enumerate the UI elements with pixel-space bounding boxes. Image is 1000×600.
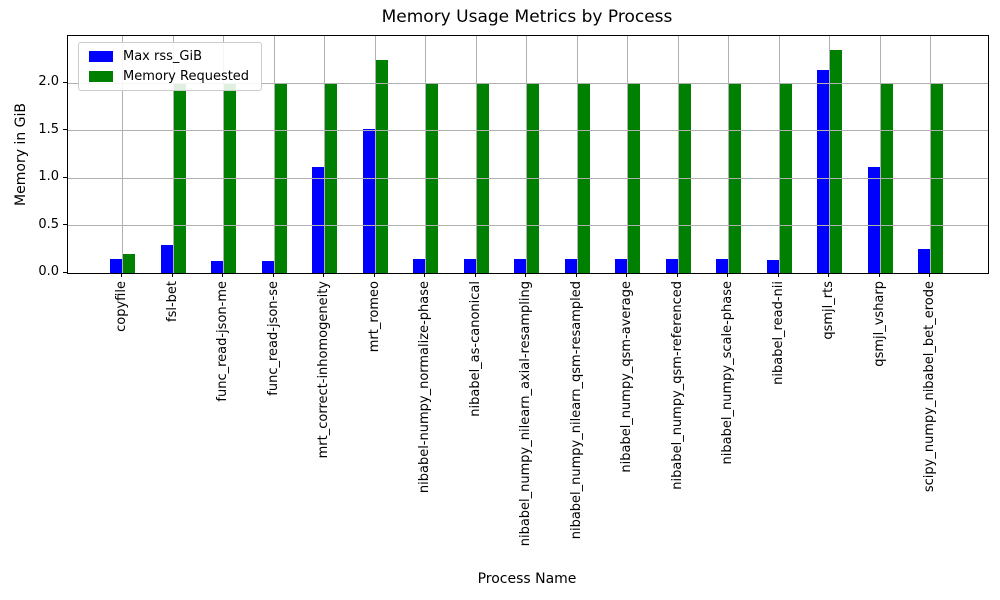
x-tick-label: nibabel_numpy_nilearn_qsm-resampled: [568, 281, 584, 540]
bar-max-rss-gib: [312, 166, 325, 273]
y-axis-label: Memory in GiB: [13, 103, 29, 206]
y-tick-mark: [63, 129, 67, 131]
bar-memory-requested: [375, 59, 388, 273]
grid-line-vertical: [879, 36, 881, 273]
bar-max-rss-gib: [160, 244, 174, 273]
bar-max-rss-gib: [211, 260, 224, 273]
grid-line-vertical: [627, 36, 629, 273]
legend: Max rss_GiB Memory Requested: [78, 42, 263, 91]
bar-max-rss-gib: [867, 166, 881, 273]
legend-label-memory-requested: Memory Requested: [123, 69, 250, 84]
grid-line-vertical: [223, 36, 225, 273]
bar-max-rss-gib: [261, 260, 275, 273]
x-tick-label: mrt_correct-inhomogeneity: [316, 281, 332, 459]
x-tick-label: copyfile: [114, 281, 130, 332]
x-tick-label: nibabel_as-canonical: [467, 281, 483, 417]
y-tick-label: 2.0: [38, 74, 59, 90]
x-tick-label: func_read-json-se: [265, 281, 281, 396]
bar-max-rss-gib: [918, 249, 931, 273]
x-tick-label: mrt_romeo: [366, 281, 382, 353]
legend-item-memory-requested: Memory Requested: [89, 69, 249, 84]
x-tick-mark: [171, 273, 173, 277]
y-tick-mark: [63, 81, 67, 83]
y-tick-label: 1.0: [38, 169, 59, 185]
grid-line-horizontal: [68, 177, 988, 179]
bar-max-rss-gib: [362, 128, 376, 273]
bar-memory-requested: [122, 254, 136, 273]
y-tick-label: 1.5: [38, 121, 59, 137]
grid-line-vertical: [324, 36, 326, 273]
grid-line-vertical: [728, 36, 730, 273]
x-tick-mark: [474, 273, 476, 277]
bar-max-rss-gib: [413, 258, 426, 273]
chart-title: Memory Usage Metrics by Process: [381, 7, 673, 27]
x-tick-label: nibabel_read-nii: [770, 281, 786, 385]
grid-line-vertical: [475, 36, 477, 273]
bar-max-rss-gib: [766, 259, 780, 273]
x-tick-mark: [121, 273, 123, 277]
x-tick-label: nibabel_numpy_qsm-average: [619, 281, 635, 473]
x-tick-mark: [676, 273, 678, 277]
y-tick-mark: [63, 176, 67, 178]
legend-swatch-max-rss: [89, 51, 113, 62]
grid-line-vertical: [425, 36, 427, 273]
x-axis-label: Process Name: [477, 571, 577, 587]
x-tick-label: nibabel_numpy_scale-phase: [720, 281, 736, 465]
grid-line-vertical: [172, 36, 174, 273]
plot-area: [67, 35, 989, 274]
x-tick-label: nibabel_numpy_nilearn_axial-resampling: [518, 281, 534, 547]
x-tick-mark: [272, 273, 274, 277]
x-tick-label: scipy_numpy_nibabel_bet_erode: [922, 281, 938, 493]
x-tick-mark: [777, 273, 779, 277]
bar-max-rss-gib: [564, 258, 578, 273]
x-tick-mark: [424, 273, 426, 277]
x-tick-mark: [828, 273, 830, 277]
legend-item-max-rss: Max rss_GiB: [89, 49, 249, 64]
legend-swatch-memory-requested: [89, 71, 113, 82]
grid-line-horizontal: [68, 82, 988, 84]
x-tick-label: qsmjl_vsharp: [871, 281, 887, 367]
grid-line-vertical: [576, 36, 578, 273]
bar-max-rss-gib: [817, 70, 830, 273]
y-tick-label: 0.0: [38, 264, 59, 279]
grid-line-horizontal: [68, 130, 988, 132]
x-tick-label: nibabel_numpy_qsm-referenced: [669, 281, 685, 490]
y-tick-mark: [63, 271, 67, 273]
x-tick-mark: [626, 273, 628, 277]
x-tick-label: qsmjl_rts: [821, 281, 837, 340]
grid-line-vertical: [930, 36, 932, 273]
grid-line-vertical: [677, 36, 679, 273]
x-tick-mark: [222, 273, 224, 277]
x-tick-label: fsl-bet: [164, 281, 180, 322]
x-tick-mark: [575, 273, 577, 277]
bar-max-rss-gib: [110, 258, 123, 273]
x-tick-mark: [929, 273, 931, 277]
x-tick-mark: [373, 273, 375, 277]
x-tick-label: nibabel-numpy_normalize-phase: [417, 281, 433, 494]
bar-max-rss-gib: [665, 258, 679, 273]
y-tick-label: 0.5: [38, 216, 59, 232]
bar-max-rss-gib: [514, 258, 527, 273]
grid-line-vertical: [829, 36, 831, 273]
x-tick-mark: [727, 273, 729, 277]
grid-line-vertical: [374, 36, 376, 273]
x-tick-mark: [525, 273, 527, 277]
grid-line-vertical: [526, 36, 528, 273]
grid-line-vertical: [778, 36, 780, 273]
y-tick-mark: [63, 224, 67, 226]
x-tick-label: func_read-json-me: [215, 281, 231, 402]
grid-line-vertical: [273, 36, 275, 273]
grid-line-horizontal: [68, 225, 988, 227]
x-tick-mark: [878, 273, 880, 277]
x-tick-mark: [323, 273, 325, 277]
bar-max-rss-gib: [615, 258, 628, 273]
bar-memory-requested: [829, 50, 843, 273]
grid-line-vertical: [122, 36, 124, 273]
legend-label-max-rss: Max rss_GiB: [123, 49, 203, 64]
bar-max-rss-gib: [463, 258, 477, 273]
bar-max-rss-gib: [716, 258, 729, 273]
